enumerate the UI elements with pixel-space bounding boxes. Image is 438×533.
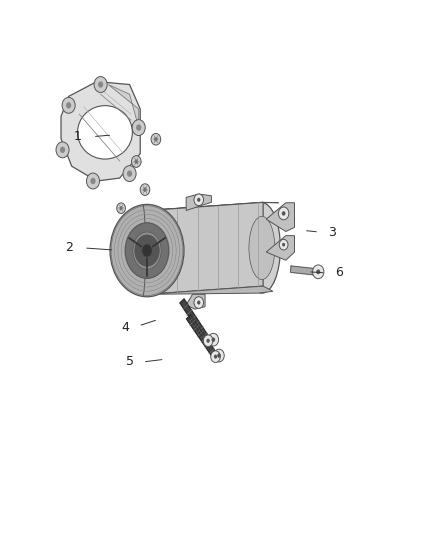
Ellipse shape	[135, 235, 159, 266]
Text: 5: 5	[126, 356, 134, 368]
Circle shape	[313, 265, 324, 279]
Polygon shape	[108, 85, 139, 127]
Circle shape	[197, 198, 201, 202]
Circle shape	[98, 82, 103, 88]
Circle shape	[197, 301, 201, 304]
Polygon shape	[147, 286, 273, 294]
Circle shape	[136, 124, 141, 131]
Polygon shape	[186, 294, 205, 309]
Circle shape	[123, 166, 136, 182]
Ellipse shape	[125, 223, 169, 278]
Circle shape	[132, 119, 145, 135]
Polygon shape	[61, 82, 140, 181]
Circle shape	[208, 333, 219, 346]
Circle shape	[194, 194, 204, 206]
Circle shape	[143, 187, 147, 192]
Ellipse shape	[133, 232, 161, 269]
Circle shape	[151, 133, 161, 145]
Polygon shape	[186, 194, 212, 211]
Polygon shape	[147, 203, 263, 294]
Circle shape	[117, 203, 125, 214]
Text: 3: 3	[328, 225, 336, 239]
Circle shape	[206, 338, 210, 343]
Text: 2: 2	[65, 241, 73, 254]
Circle shape	[214, 349, 224, 362]
Ellipse shape	[244, 203, 280, 293]
Circle shape	[203, 335, 213, 346]
Circle shape	[119, 206, 123, 211]
Polygon shape	[147, 203, 279, 211]
Polygon shape	[180, 299, 210, 343]
Text: 4: 4	[121, 321, 129, 334]
Ellipse shape	[140, 232, 159, 274]
Circle shape	[66, 102, 71, 109]
Circle shape	[194, 297, 204, 309]
Circle shape	[217, 353, 221, 358]
Circle shape	[134, 159, 138, 164]
Ellipse shape	[142, 244, 152, 257]
Circle shape	[127, 171, 132, 177]
Polygon shape	[266, 203, 294, 231]
Text: 1: 1	[74, 130, 81, 143]
Polygon shape	[290, 266, 315, 275]
Circle shape	[212, 337, 215, 342]
Circle shape	[279, 239, 288, 250]
Circle shape	[140, 184, 150, 196]
Circle shape	[90, 178, 95, 184]
Polygon shape	[266, 236, 294, 260]
Circle shape	[316, 269, 320, 274]
Circle shape	[62, 98, 75, 114]
Circle shape	[214, 354, 217, 359]
Circle shape	[279, 207, 289, 220]
Circle shape	[211, 351, 220, 362]
Circle shape	[60, 147, 65, 153]
Ellipse shape	[110, 204, 184, 297]
Circle shape	[56, 142, 69, 158]
Circle shape	[131, 156, 141, 167]
Polygon shape	[187, 315, 218, 359]
Circle shape	[282, 243, 285, 246]
Text: 6: 6	[335, 266, 343, 279]
Circle shape	[154, 137, 158, 142]
Ellipse shape	[78, 106, 132, 159]
Circle shape	[94, 77, 107, 93]
Circle shape	[86, 173, 99, 189]
Ellipse shape	[249, 216, 275, 280]
Circle shape	[282, 211, 286, 216]
